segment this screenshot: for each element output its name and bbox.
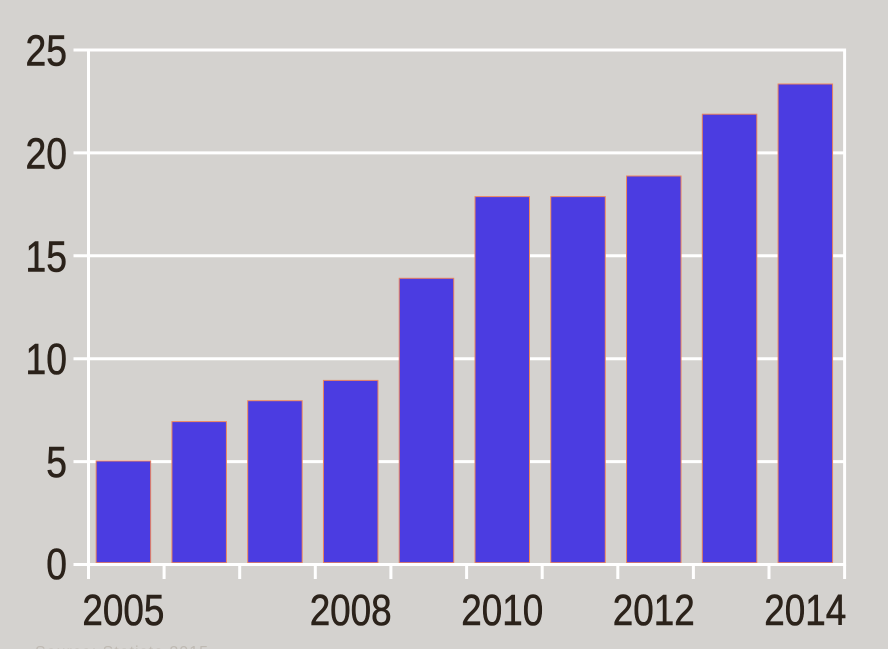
svg-text:5: 5 — [46, 439, 67, 487]
svg-text:2008: 2008 — [310, 587, 392, 635]
svg-text:2014: 2014 — [764, 587, 846, 635]
svg-text:2012: 2012 — [613, 587, 695, 635]
svg-text:25: 25 — [26, 28, 68, 76]
svg-text:2010: 2010 — [461, 587, 543, 635]
svg-text:10: 10 — [26, 336, 68, 384]
svg-text:2005: 2005 — [82, 587, 164, 635]
svg-text:20: 20 — [26, 130, 68, 178]
svg-text:15: 15 — [26, 233, 68, 281]
svg-text:0: 0 — [46, 541, 67, 589]
